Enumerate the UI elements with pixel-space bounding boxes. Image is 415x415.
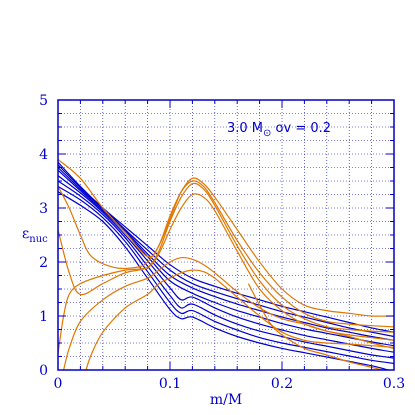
- y-tick-label: 2: [39, 255, 48, 271]
- x-axis-label: m/M: [210, 392, 242, 408]
- y-tick-label: 5: [39, 93, 48, 109]
- blue-series-line: [57, 175, 395, 353]
- y-tick-label: 3: [39, 201, 48, 217]
- blue-series-line: [57, 164, 395, 338]
- orange-series-line: [57, 180, 395, 328]
- grid: [58, 100, 394, 370]
- orange-series-line: [63, 256, 395, 371]
- x-tick-label: 0.1: [159, 376, 181, 392]
- blue-series-line: [57, 167, 395, 341]
- orange-series-line: [247, 283, 383, 371]
- blue-series-line: [57, 185, 395, 365]
- x-tick-label: 0: [54, 376, 63, 392]
- series-lines: [57, 158, 395, 371]
- y-tick-label: 4: [39, 147, 48, 163]
- blue-series-line: [57, 191, 389, 371]
- blue-series-line: [57, 161, 395, 333]
- axis-ticks: 0 0.1 0.2 0.3 0 1 2 3 4 5: [39, 93, 405, 392]
- orange-series-line: [57, 158, 395, 317]
- x-tick-label: 0.2: [271, 376, 293, 392]
- orange-series-line: [85, 269, 395, 371]
- y-tick-label: 0: [39, 363, 48, 379]
- x-tick-label: 0.3: [383, 376, 405, 392]
- orange-series-line: [57, 182, 395, 333]
- annotation-label: 3.0 M⊙ ov = 0.2: [227, 121, 331, 139]
- blue-series-line: [57, 180, 395, 359]
- y-tick-label: 1: [39, 309, 48, 325]
- y-axis-label: εnuc: [22, 226, 48, 245]
